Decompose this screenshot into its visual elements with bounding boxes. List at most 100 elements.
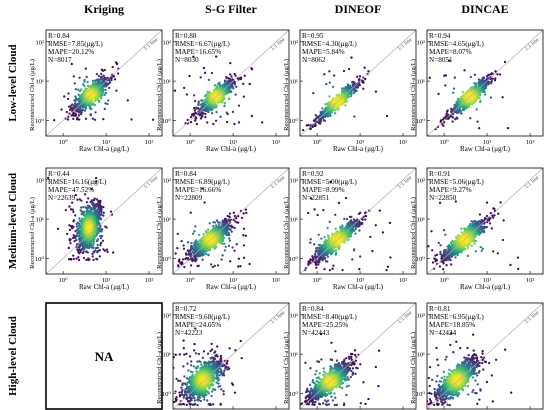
scatter-point <box>232 87 235 90</box>
x-tick-label: 10⁰ <box>440 139 450 146</box>
scatter-point <box>353 81 356 85</box>
scatter-point <box>207 253 210 256</box>
scatter-point <box>91 252 94 256</box>
row-label: High-level Cloud <box>7 316 19 396</box>
stat-line: N=8030 <box>175 56 199 64</box>
scatter-point <box>208 222 211 225</box>
scatter-point <box>103 107 106 111</box>
scatter-point <box>461 90 464 94</box>
scatter-point <box>237 78 240 81</box>
scatter-point <box>328 95 331 98</box>
scatter-point <box>309 241 312 244</box>
scatter-point <box>77 227 80 231</box>
scatter-point <box>109 76 112 79</box>
scatter-point <box>182 86 186 89</box>
scatter-point <box>455 116 458 119</box>
scatter-point <box>91 79 95 83</box>
plot-frame <box>172 29 290 137</box>
stat-line: R=0.44 <box>48 170 70 178</box>
x-axis-label: Raw Chl-a (μg/L) <box>460 145 511 153</box>
scatter-point <box>100 230 103 233</box>
scatter-point <box>361 81 364 84</box>
scatter-point <box>237 265 240 268</box>
scatter-point <box>95 222 99 225</box>
scatter-point <box>126 99 129 102</box>
scatter-point <box>449 107 453 110</box>
scatter-point <box>340 87 344 90</box>
scatter-point <box>88 226 91 229</box>
scatter-point <box>69 242 72 245</box>
scatter-point <box>209 263 213 266</box>
scatter-point <box>73 82 76 85</box>
scatter-point <box>503 60 507 64</box>
scatter-point <box>74 88 78 91</box>
scatter-point <box>225 111 228 114</box>
scatter-point <box>498 73 502 76</box>
scatter-point <box>74 214 77 217</box>
scatter-point <box>323 73 326 76</box>
scatter-point <box>337 201 341 205</box>
stat-line: MAPE=8.07% <box>429 48 472 56</box>
scatter-point <box>217 221 220 224</box>
scatter-point <box>82 250 85 253</box>
scatter-point <box>212 221 215 224</box>
scatter-point <box>56 227 60 231</box>
scatter-point <box>237 104 241 107</box>
scatter-point <box>227 244 231 248</box>
scatter-point <box>108 86 111 90</box>
scatter-point <box>428 76 431 79</box>
scatter-point <box>452 116 455 119</box>
y-tick-label: 10¹ <box>36 217 45 224</box>
scatter-point <box>190 241 193 245</box>
scatter-point <box>89 113 92 116</box>
scatter-point <box>364 77 367 81</box>
scatter-point <box>490 80 493 83</box>
scatter-point <box>72 75 75 78</box>
x-tick-label: 10¹ <box>102 277 111 284</box>
scatter-point <box>195 239 198 242</box>
scatter-point <box>245 211 248 215</box>
x-tick-label: 10² <box>145 277 154 284</box>
stat-line: RMSE=6.67(μg/L) <box>175 40 230 48</box>
scatter-point <box>95 257 98 261</box>
scatter-point <box>98 94 102 98</box>
scatter-point <box>176 246 179 250</box>
scatter-point <box>105 248 109 251</box>
stat-line: MAPE=20.12% <box>48 48 94 56</box>
scatter-point <box>204 112 207 116</box>
scatter-point <box>341 89 344 92</box>
y-tick-label: 10¹ <box>163 79 172 86</box>
scatter-point <box>89 200 92 204</box>
scatter-point <box>192 55 195 58</box>
plot-frame <box>299 29 417 137</box>
scatter-point <box>335 94 338 97</box>
scatter-point <box>237 214 240 218</box>
scatter-point <box>80 212 83 216</box>
scatter-point <box>328 70 331 73</box>
scatter-point <box>218 223 221 227</box>
scatter-point <box>457 111 460 114</box>
scatter-point <box>317 263 320 266</box>
scatter-point <box>199 117 203 120</box>
scatter-point <box>84 117 88 120</box>
scatter-point <box>212 224 215 228</box>
scatter-point <box>233 249 236 252</box>
scatter-point <box>227 97 231 100</box>
scatter-point <box>473 73 476 76</box>
scatter-point <box>314 113 317 117</box>
scatter-point <box>151 118 155 121</box>
stat-line: N=8062 <box>302 56 326 64</box>
scatter-point <box>116 72 120 75</box>
scatter-point <box>490 82 493 85</box>
scatter-point <box>261 121 264 124</box>
y-axis-label: Reconstructed Chl-a (μg/L) <box>29 59 36 131</box>
y-axis-label: Reconstructed Chl-a (μg/L) <box>156 197 163 269</box>
scatter-point <box>213 264 216 267</box>
scatter-point <box>71 103 74 106</box>
stat-line: N=8051 <box>429 56 453 64</box>
scatter-point <box>364 214 367 218</box>
scatter-point <box>444 74 448 77</box>
x-axis-label: Raw Chl-a (μg/L) <box>206 145 257 153</box>
